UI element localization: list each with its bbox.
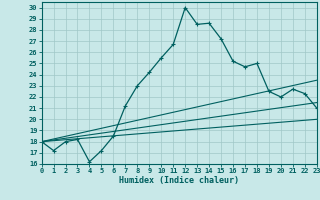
X-axis label: Humidex (Indice chaleur): Humidex (Indice chaleur) <box>119 176 239 185</box>
